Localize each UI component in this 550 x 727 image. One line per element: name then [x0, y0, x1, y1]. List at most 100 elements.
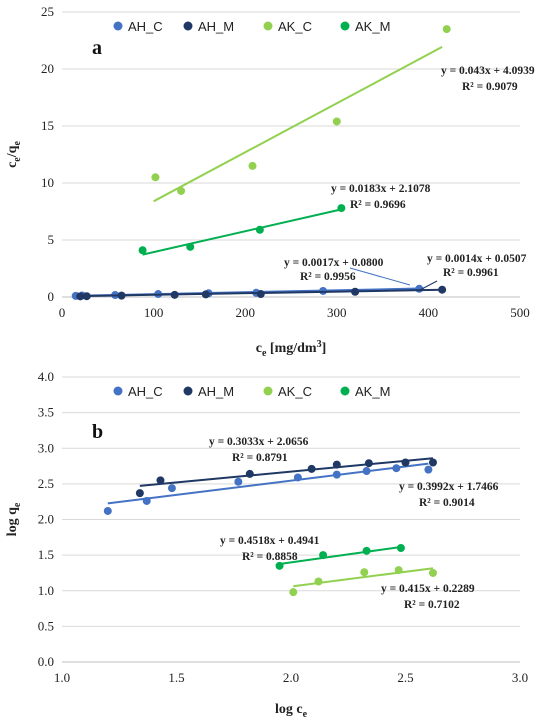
data-point-ak_m	[186, 242, 195, 251]
y-tick-label: 10	[41, 175, 54, 190]
trendline-equation: y = 0.0014x + 0.0507	[427, 253, 527, 265]
data-point-ak_c	[332, 117, 341, 126]
legend-label: AH_C	[128, 384, 163, 399]
y-tick-label: 0	[48, 289, 55, 304]
data-point-ak_m	[319, 551, 328, 560]
panel-label: a	[92, 37, 102, 59]
trendline-r2: R² = 0.9696	[350, 199, 406, 211]
y-tick-label: 5	[48, 232, 55, 247]
trendline-r2: R² = 0.8858	[242, 551, 298, 563]
data-point-ah_m	[351, 287, 360, 296]
label-leader-line	[349, 267, 411, 286]
data-point-ah_m	[82, 292, 91, 301]
legend-marker	[183, 386, 193, 396]
trendline-equation: y = 0.0017x + 0.0800	[284, 257, 384, 269]
y-tick-label: 25	[41, 4, 54, 19]
trendline-r2: R² = 0.9961	[443, 267, 499, 279]
data-point-ah_m	[401, 458, 410, 467]
label-leader-line	[417, 280, 438, 292]
trendline-r2: R² = 0.7102	[404, 599, 460, 611]
data-point-ah_c	[103, 506, 112, 515]
data-point-ah_c	[424, 465, 433, 474]
data-point-ah_m	[170, 290, 179, 299]
y-tick-label: 2.5	[38, 476, 54, 491]
trendline-equation: y = 0.0183x + 2.1078	[331, 183, 431, 195]
chart-panel-a: 0 5 10 15 20 25 0 100 200 300 400 500 ce [mg/dm3] ce/…	[5, 4, 535, 359]
trendline-r2: R² = 0.9014	[419, 497, 475, 509]
data-point-ah_c	[392, 464, 401, 473]
data-point-ah_m	[76, 292, 85, 301]
data-point-ah_m	[156, 476, 165, 485]
y-tick-label: 3.5	[38, 405, 54, 420]
data-point-ak_c	[289, 588, 298, 597]
data-point-ah_m	[364, 459, 373, 468]
trendline-r2: R² = 0.8791	[232, 452, 288, 464]
data-point-ak_c	[314, 577, 323, 586]
x-tick-label: 300	[327, 305, 347, 320]
legend-marker	[340, 386, 350, 396]
legend-marker	[113, 386, 123, 396]
trendline-ak_m	[142, 208, 342, 256]
legend-label: AH_M	[198, 19, 234, 34]
data-point-ak_m	[138, 246, 147, 255]
trendline-equation: y = 0.3992x + 1.7466	[399, 481, 499, 493]
data-point-ak_m	[337, 204, 346, 213]
chart-panel-b: 0.0 0.5 1.0 1.5 2.0 2.5 3.0 3.5 4.0 1.0 1.5 2.0 2.5 3…	[5, 369, 528, 720]
legend-label: AH_C	[128, 19, 163, 34]
x-tick-label: 3.0	[512, 670, 528, 685]
data-point-ah_c	[142, 496, 151, 505]
legend-marker	[113, 21, 123, 31]
data-point-ak_m	[362, 546, 371, 555]
x-tick-label: 200	[235, 305, 255, 320]
legend-label: AK_M	[355, 384, 390, 399]
y-tick-label: 3.0	[38, 440, 54, 455]
trendline-equation: y = 0.4518x + 0.4941	[220, 535, 320, 547]
data-point-ah_m	[307, 464, 316, 473]
data-point-ah_m	[256, 290, 265, 299]
legend-label: AH_M	[198, 384, 234, 399]
data-point-ah_c	[234, 477, 243, 486]
y-tick-label: 4.0	[38, 369, 54, 384]
legend-marker	[183, 21, 193, 31]
legend-marker	[263, 21, 273, 31]
y-axis-title: ce/qe	[5, 141, 23, 168]
data-point-ah_c	[332, 470, 341, 479]
data-point-ak_m	[275, 561, 284, 570]
x-tick-label: 2.5	[397, 670, 413, 685]
data-point-ah_m	[117, 291, 126, 300]
trendline-ah_m	[139, 457, 434, 487]
legend-marker	[263, 386, 273, 396]
y-tick-label: 1.0	[38, 583, 54, 598]
data-point-ah_m	[438, 285, 447, 294]
data-point-ah_c	[362, 467, 371, 476]
data-point-ak_c	[177, 186, 186, 195]
x-tick-label: 0	[59, 305, 66, 320]
data-point-ah_m	[201, 290, 210, 299]
data-point-ak_c	[248, 161, 257, 170]
trendline-ah_c	[107, 462, 429, 505]
x-tick-label: 500	[510, 305, 530, 320]
data-point-ak_c	[151, 173, 160, 182]
y-axis-title: log qe	[5, 502, 23, 536]
data-point-ah_c	[167, 484, 176, 493]
trendline-equation: y = 0.043x + 4.0939	[441, 65, 535, 77]
trendline-ak_c	[153, 46, 443, 203]
data-point-ak_c	[394, 566, 403, 575]
data-point-ah_m	[332, 460, 341, 469]
x-tick-label: 1.0	[54, 670, 70, 685]
y-tick-label: 2.0	[38, 512, 54, 527]
legend-marker	[340, 21, 350, 31]
legend-label: AK_C	[278, 384, 312, 399]
trendline-equation: y = 0.3033x + 2.0656	[209, 436, 309, 448]
x-axis-title: log ce	[275, 702, 308, 720]
data-point-ah_m	[135, 489, 144, 498]
data-point-ak_m	[396, 544, 405, 552]
x-tick-label: 400	[419, 305, 439, 320]
x-tick-label: 100	[144, 305, 164, 320]
y-tick-label: 15	[41, 118, 54, 133]
x-tick-label: 2.0	[283, 670, 299, 685]
y-tick-label: 20	[41, 61, 54, 76]
data-point-ah_m	[428, 458, 437, 467]
trendline-ak_m	[279, 545, 402, 566]
